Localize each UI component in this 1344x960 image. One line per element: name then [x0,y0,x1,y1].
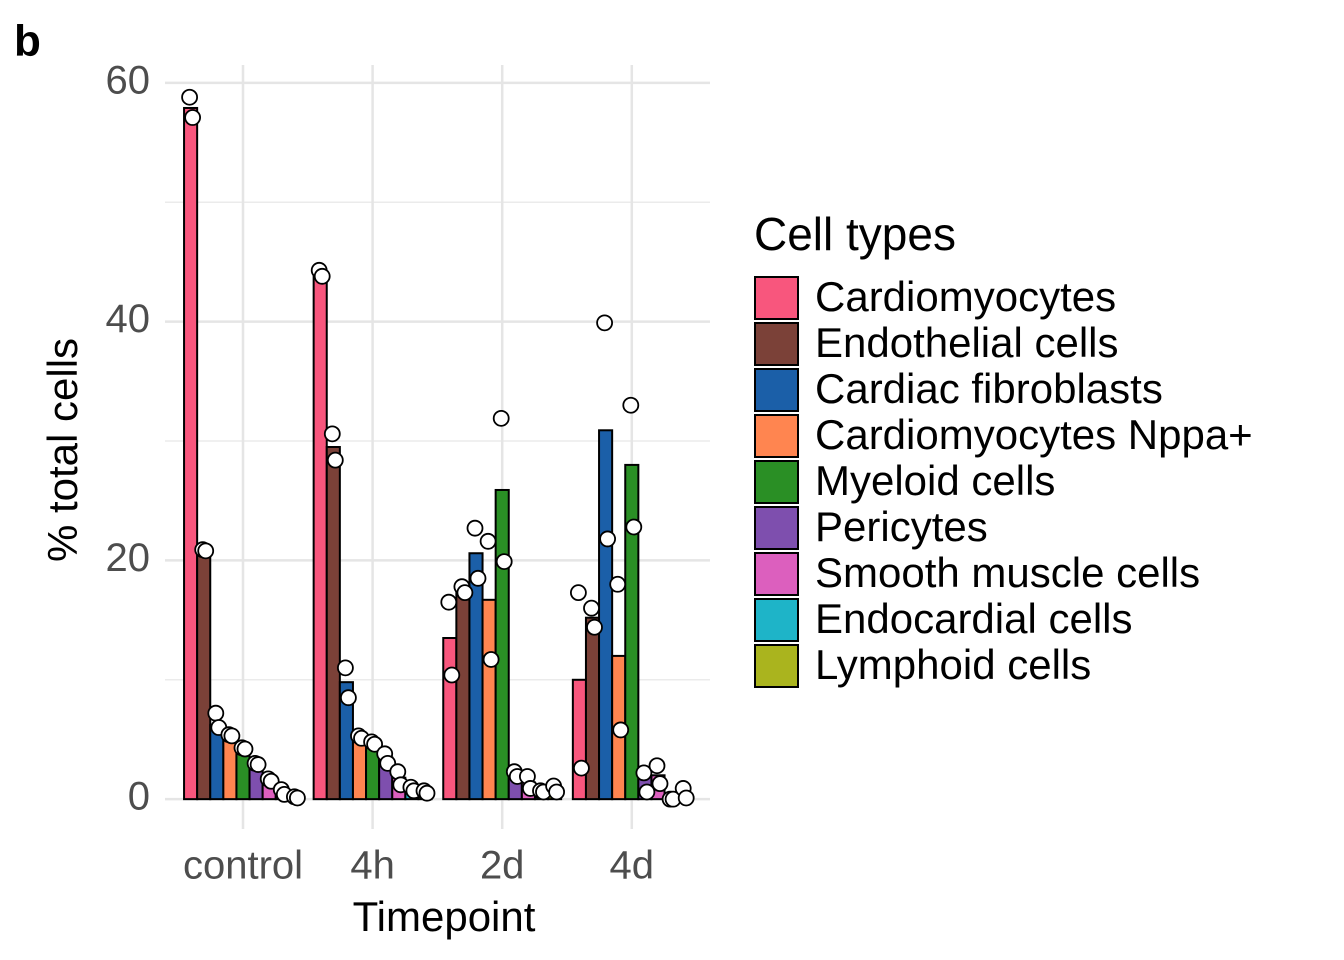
x-tick-label: 4d [610,844,655,888]
x-tick-label: 4h [350,844,395,888]
legend-key [754,414,799,458]
y-tick-label: 20 [106,536,151,580]
legend-label: Cardiomyocytes Nppa+ [815,411,1253,458]
legend-key [754,368,799,412]
replicate-point [635,764,653,782]
replicate-point [418,784,436,802]
bar [455,589,471,801]
replicate-point [466,519,484,537]
x-tick-label: 2d [480,844,525,888]
replicate-point [339,689,357,707]
bar [442,637,458,801]
replicate-point [495,553,513,570]
legend-label: Smooth muscle cells [815,549,1200,596]
replicate-point [336,659,354,677]
legend-label: Lymphoid cells [815,641,1091,688]
replicate-point [622,396,640,414]
legend-key [754,460,799,504]
replicate-point [197,542,215,560]
replicate-point [443,666,461,684]
bar [183,106,199,801]
bar [571,678,587,801]
legend-key [754,506,799,550]
legend-label: Cardiac fibroblasts [815,365,1163,412]
replicate-point [573,759,590,777]
replicate-point [207,704,225,722]
x-tick-label: control [183,844,303,888]
replicate-point [184,109,202,126]
replicate-point [288,789,306,807]
replicate-point [313,267,331,285]
replicate-point [596,314,613,332]
replicate-point [482,651,500,668]
panel-label: b [14,17,41,66]
replicate-point [638,783,656,801]
replicate-point [609,575,627,593]
bar [325,446,341,801]
replicate-point [181,88,199,106]
replicate-point [612,721,630,739]
bar [598,429,614,801]
y-axis-label: % total cells [39,338,86,562]
replicate-point [236,740,254,758]
bar [494,488,510,801]
bar [196,548,212,801]
replicate-point [677,789,695,807]
replicate-point [326,451,344,469]
legend-label: Pericytes [815,503,988,550]
legend-label: Endothelial cells [815,319,1119,366]
replicate-point [548,783,565,801]
replicate-point [479,532,497,550]
bar [312,274,328,801]
legend-key [754,598,799,642]
bar [481,598,497,801]
bar [624,463,640,801]
legend-key [754,322,799,366]
replicate-point [599,530,616,548]
legend-key [754,276,799,320]
legend-label: Cardiomyocytes [815,273,1116,320]
replicate-point [366,735,384,753]
legend-label: Myeloid cells [815,457,1055,504]
legend-key [754,552,799,596]
y-tick-label: 0 [128,775,150,819]
bar [351,738,368,801]
replicate-point [625,518,643,536]
replicate-point [583,599,600,617]
replicate-point [249,756,267,773]
legend-title: Cell types [754,208,956,260]
replicate-point [648,757,666,775]
replicate-point [223,727,241,745]
replicate-point [323,425,341,443]
replicate-point [469,569,487,587]
y-tick-label: 60 [106,58,151,102]
legend-key [754,644,799,688]
legend-label: Endocardial cells [815,595,1133,642]
y-tick-label: 40 [106,297,151,341]
replicate-point [456,584,474,602]
replicate-point [440,593,458,611]
x-axis-label: Timepoint [353,893,536,940]
replicate-point [586,618,603,636]
replicate-point [570,584,587,602]
replicate-point [492,409,510,427]
replicate-point [651,775,669,793]
